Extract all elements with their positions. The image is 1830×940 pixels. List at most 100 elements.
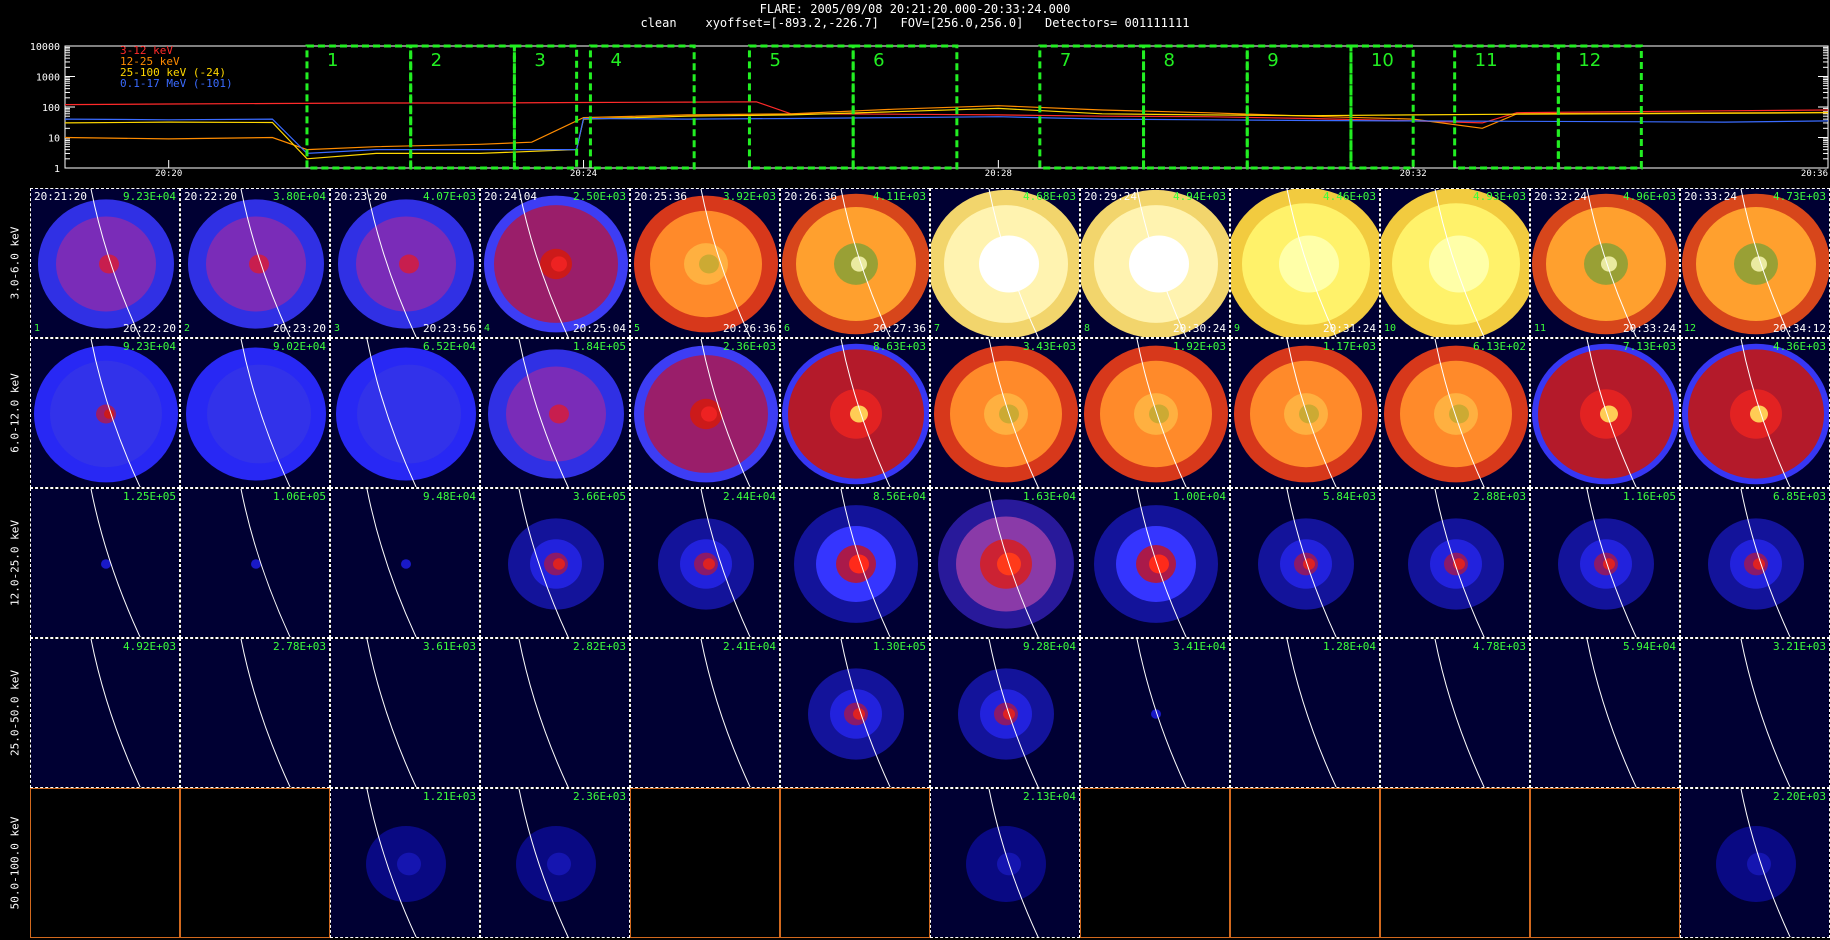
image-panel: 3.21E+03 bbox=[1680, 638, 1830, 788]
solar-limb bbox=[840, 639, 891, 787]
solar-limb bbox=[1136, 189, 1187, 337]
image-background bbox=[1231, 639, 1379, 787]
image-panel: 2.36E+03 bbox=[630, 338, 780, 488]
interval-box bbox=[1453, 44, 1560, 170]
emission-blob bbox=[399, 254, 419, 274]
solar-limb bbox=[840, 339, 891, 487]
image-panel: 2.36E+03 bbox=[480, 788, 630, 938]
image-parameters: clean xyoffset=[-893.2,-226.7] FOV=[256.… bbox=[640, 16, 1190, 30]
interval-box bbox=[1245, 44, 1353, 170]
solar-limb bbox=[518, 489, 569, 637]
interval-box bbox=[1142, 44, 1249, 170]
source-image bbox=[1681, 639, 1829, 787]
solar-limb bbox=[366, 489, 417, 637]
image-panel: 2.13E+04 bbox=[930, 788, 1080, 938]
solar-limb bbox=[1136, 339, 1187, 487]
solar-limb bbox=[1286, 639, 1337, 787]
row-label: 3.0-6.0 keV bbox=[0, 188, 30, 338]
emission-blob bbox=[1149, 554, 1169, 574]
interval-number: 9 bbox=[1234, 323, 1241, 334]
solar-limb bbox=[518, 789, 569, 937]
image-panel: 1.17E+03 bbox=[1230, 338, 1380, 488]
interval-number: 2 bbox=[184, 323, 191, 334]
solar-limb bbox=[1434, 489, 1485, 637]
y-tick-label: 10000 bbox=[30, 42, 60, 53]
source-image bbox=[1681, 489, 1829, 637]
interval-label: 7 bbox=[1060, 50, 1071, 71]
x-tick-label: 20:36 bbox=[1801, 169, 1828, 176]
interval-number: 4 bbox=[484, 323, 491, 334]
source-image bbox=[1231, 489, 1379, 637]
emission-blob bbox=[703, 558, 715, 570]
interval-box bbox=[1349, 44, 1415, 170]
emission-blob bbox=[207, 364, 311, 464]
peak-value: 4.92E+03 bbox=[123, 640, 176, 653]
peak-value: 2.20E+03 bbox=[1773, 790, 1826, 803]
solar-limb bbox=[1740, 189, 1791, 337]
source-image bbox=[331, 189, 479, 337]
solar-limb bbox=[700, 339, 751, 487]
peak-value: 1.00E+04 bbox=[1173, 490, 1226, 503]
image-panel: 8.56E+04 bbox=[780, 488, 930, 638]
emission-blob bbox=[547, 852, 571, 876]
interval-label: 8 bbox=[1164, 50, 1175, 71]
source-image bbox=[31, 489, 179, 637]
legend-entry: 25-100 keV (-24) bbox=[120, 66, 226, 79]
image-panel bbox=[1080, 788, 1230, 938]
emission-blob bbox=[1429, 235, 1489, 293]
peak-value: 1.25E+05 bbox=[123, 490, 176, 503]
plot-header: FLARE: 2005/09/08 20:21:20.000-20:33:24.… bbox=[0, 2, 1830, 30]
peak-value: 3.66E+05 bbox=[573, 490, 626, 503]
interval-label: 11 bbox=[1475, 50, 1498, 71]
image-panel: 2.41E+04 bbox=[630, 638, 780, 788]
source-image bbox=[1531, 489, 1679, 637]
image-panel: 3.61E+03 bbox=[330, 638, 480, 788]
lightcurve-plot: 10000 1000 100 10 1 20:20 20:24 20:28 20:32 20:36… bbox=[30, 42, 1829, 176]
interval-box bbox=[1038, 44, 1146, 170]
source-image bbox=[931, 339, 1079, 487]
image-panel bbox=[180, 788, 330, 938]
peak-value: 4.73E+03 bbox=[1773, 190, 1826, 203]
emission-blob bbox=[357, 364, 461, 464]
solar-limb bbox=[90, 339, 141, 487]
emission-blob bbox=[1299, 404, 1319, 424]
source-image bbox=[181, 189, 329, 337]
legend-entry: 3-12 keV bbox=[120, 44, 173, 57]
image-panel: 3.66E+05 bbox=[480, 488, 630, 638]
source-image bbox=[631, 489, 779, 637]
solar-limb bbox=[1434, 189, 1485, 337]
start-time: 20:26:36 bbox=[784, 190, 837, 203]
interval-number: 1 bbox=[34, 323, 41, 334]
source-image bbox=[331, 339, 479, 487]
solar-limb bbox=[518, 639, 569, 787]
source-image bbox=[1681, 339, 1829, 487]
peak-value: 4.78E+03 bbox=[1473, 640, 1526, 653]
peak-value: 2.50E+03 bbox=[573, 190, 626, 203]
peak-value: 1.28E+04 bbox=[1323, 640, 1376, 653]
peak-value: 4.07E+03 bbox=[423, 190, 476, 203]
image-panel: 4.07E+03 20:23:20 20:23:56 3 bbox=[330, 188, 480, 338]
x-tick-label: 20:32 bbox=[1400, 169, 1427, 176]
emission-blob bbox=[397, 852, 421, 876]
source-image bbox=[331, 639, 479, 787]
image-panel: 1.84E+05 bbox=[480, 338, 630, 488]
peak-value: 3.21E+03 bbox=[1773, 640, 1826, 653]
image-background bbox=[1681, 639, 1829, 787]
peak-value: 8.63E+03 bbox=[873, 340, 926, 353]
image-panel: 9.02E+04 bbox=[180, 338, 330, 488]
series-line-3 bbox=[64, 107, 1829, 160]
solar-limb bbox=[1286, 189, 1337, 337]
peak-value: 2.41E+04 bbox=[723, 640, 776, 653]
image-panel: 1.21E+03 bbox=[330, 788, 480, 938]
interval-box bbox=[1556, 44, 1643, 170]
solar-limb bbox=[1434, 639, 1485, 787]
image-panel: 5.84E+03 bbox=[1230, 488, 1380, 638]
peak-value: 2.78E+03 bbox=[273, 640, 326, 653]
emission-blob bbox=[1149, 404, 1169, 424]
source-image bbox=[481, 789, 629, 937]
row-label: 6.0-12.0 keV bbox=[0, 338, 30, 488]
source-image bbox=[1231, 639, 1379, 787]
interval-label: 1 bbox=[327, 50, 338, 71]
source-image bbox=[31, 189, 179, 337]
peak-value: 1.63E+04 bbox=[1023, 490, 1076, 503]
